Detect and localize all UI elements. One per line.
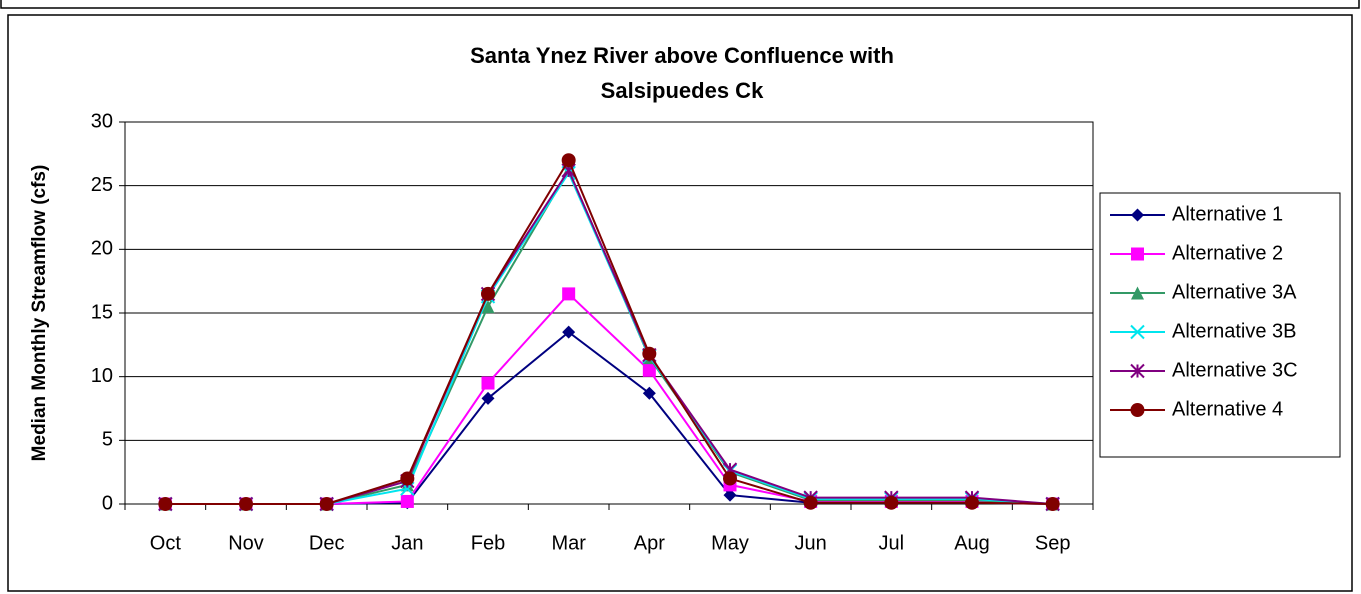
x-tick-label: Nov [228, 532, 264, 554]
marker [723, 488, 737, 502]
marker [1130, 403, 1145, 417]
marker [1045, 497, 1060, 511]
marker [1131, 247, 1144, 261]
marker [642, 346, 657, 361]
x-tick-label: Dec [309, 532, 345, 554]
marker [562, 287, 576, 301]
y-tick-label: 10 [91, 365, 113, 387]
x-tick-label: Feb [471, 532, 505, 554]
marker [1130, 324, 1145, 340]
top-frame [0, 0, 1360, 9]
legend-label: Alternative 3B [1172, 320, 1297, 342]
marker [723, 471, 737, 486]
x-tick-label: Jun [795, 532, 827, 554]
x-tick-label: Jul [879, 532, 905, 554]
marker [884, 495, 899, 510]
marker [158, 497, 173, 511]
y-tick-label: 20 [91, 238, 113, 260]
y-tick-label: 30 [91, 110, 113, 132]
y-tick-label: 25 [91, 174, 113, 196]
marker [481, 300, 495, 314]
marker [481, 391, 495, 405]
legend-label: Alternative 2 [1172, 242, 1283, 264]
y-tick-label: 15 [91, 301, 113, 323]
series-line [165, 157, 1053, 505]
x-tick-label: Sep [1035, 532, 1071, 554]
x-tick-label: Jan [391, 532, 423, 554]
y-tick-label: 0 [102, 492, 113, 514]
x-tick-label: Oct [150, 532, 182, 554]
y-tick-label: 5 [102, 429, 113, 451]
legend-label: Alternative 1 [1172, 203, 1283, 225]
x-tick-label: May [711, 532, 749, 554]
x-tick-label: Aug [954, 532, 990, 554]
marker [561, 153, 576, 168]
marker [965, 495, 979, 510]
legend-label: Alternative 3A [1172, 281, 1297, 303]
marker [400, 471, 415, 486]
x-tick-label: Mar [551, 532, 586, 554]
marker [642, 363, 656, 377]
marker [239, 497, 253, 511]
marker [481, 376, 495, 390]
marker [319, 497, 334, 511]
x-tick-label: Apr [634, 532, 665, 554]
marker [803, 495, 818, 510]
marker [400, 494, 414, 508]
legend-label: Alternative 3C [1172, 359, 1298, 381]
marker [1130, 363, 1145, 379]
marker [1131, 208, 1144, 222]
marker [642, 386, 656, 400]
chart-title: Salsipuedes Ck [601, 78, 764, 103]
chart-title: Santa Ynez River above Confluence with [470, 43, 894, 68]
marker [1131, 286, 1144, 300]
marker [562, 325, 576, 339]
marker [481, 286, 495, 301]
legend-label: Alternative 4 [1172, 398, 1283, 420]
y-axis-label: Median Monthly Streamflow (cfs) [29, 165, 50, 462]
